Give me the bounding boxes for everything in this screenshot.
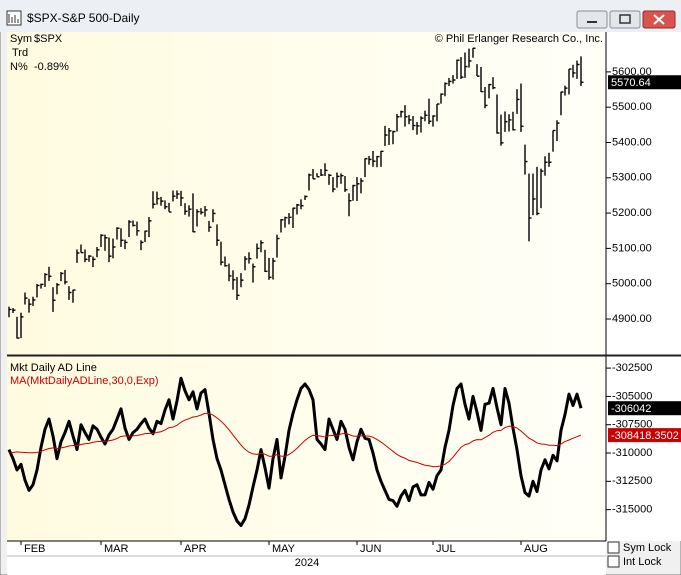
y-tick-label: 5200.00 [612, 207, 652, 219]
last-value-box [608, 401, 681, 416]
last-value-box [608, 428, 681, 443]
y-tick-label: -315000 [612, 504, 652, 516]
y-tick-label: 5400.00 [612, 136, 652, 148]
close-glyph [653, 14, 665, 25]
window-icon-glyph [8, 14, 19, 23]
legend-entry: Mkt Daily AD Line [10, 362, 97, 374]
x-tick-label: APR [184, 543, 207, 555]
y-tick-label: -310000 [612, 447, 652, 459]
int-lock-label[interactable]: Int Lock [623, 556, 662, 568]
price-pane [7, 32, 606, 355]
y-tick-label: -307500 [612, 419, 652, 431]
y-tick-label: 5500.00 [612, 101, 652, 113]
y-tick-label: 4900.00 [612, 313, 652, 325]
maximize-glyph [619, 14, 631, 24]
last-value-box [608, 75, 681, 90]
x-tick-label: JUL [436, 543, 456, 555]
info-label: N% [10, 61, 28, 73]
x-tick-label: FEB [24, 543, 45, 555]
minimize-button[interactable] [576, 10, 608, 29]
indicator-line [7, 376, 583, 527]
info-value: -0.89% [34, 61, 69, 73]
last-value-label: -306042 [611, 403, 651, 415]
last-value-label: -308418.3502 [611, 430, 679, 442]
x-tick-label: AUG [524, 543, 548, 555]
maximize-button[interactable] [609, 10, 641, 29]
value-axis-area [606, 32, 681, 541]
legend-entry: MA(MktDailyADLine,30,0,Exp) [10, 375, 159, 387]
y-tick-label: 5000.00 [612, 278, 652, 290]
x-tick-label: MAR [104, 543, 129, 555]
copyright: © Phil Erlanger Research Co., Inc. [435, 33, 603, 45]
y-tick-label: -302500 [612, 362, 652, 374]
x-tick-label: JUN [360, 543, 381, 555]
sym-lock-checkbox[interactable] [607, 541, 620, 554]
x-axis-year: 2024 [295, 557, 319, 569]
window-title: $SPX-S&P 500-Daily [27, 11, 140, 25]
indicator-line [8, 412, 582, 468]
y-tick-label: 5300.00 [612, 172, 652, 184]
x-tick-label: MAY [272, 543, 296, 555]
info-value: $SPX [34, 33, 63, 45]
y-tick-label: 5100.00 [612, 242, 652, 254]
time-axis-area [7, 541, 606, 575]
sym-lock-label[interactable]: Sym Lock [623, 542, 672, 554]
int-lock-checkbox[interactable] [607, 555, 620, 568]
title-bar [0, 0, 681, 32]
info-label: Sym [10, 33, 32, 45]
y-tick-label: 5600.00 [612, 66, 652, 78]
info-label: Trd [12, 47, 28, 59]
y-tick-label: -305000 [612, 390, 652, 402]
last-value-label: 5570.64 [611, 77, 651, 89]
y-tick-label: -312500 [612, 475, 652, 487]
